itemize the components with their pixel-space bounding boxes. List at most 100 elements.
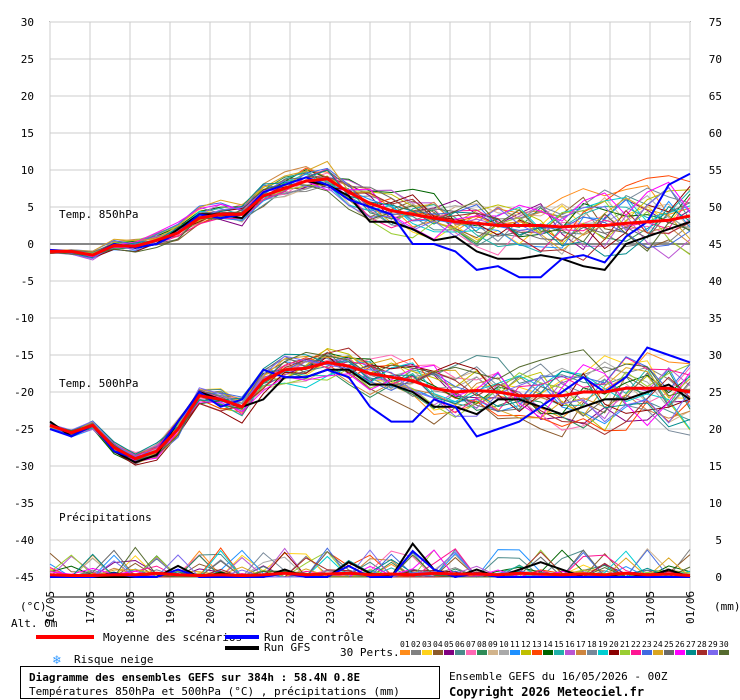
pert-swatch-22	[631, 650, 641, 655]
pert-number-16: 16	[565, 640, 575, 649]
x-tick-label: 17/05	[84, 591, 97, 624]
member-30-t850	[49, 183, 691, 256]
footer-subtitle: Températures 850hPa et 500hPa (°C) , pré…	[29, 685, 400, 698]
control-t850-line	[49, 172, 691, 279]
x-tick-label: 19/05	[164, 591, 177, 624]
left-tick-label: 10	[21, 164, 34, 177]
pert-number-27: 27	[686, 640, 696, 649]
pert-swatch-28	[697, 650, 707, 655]
mean-precip-line	[49, 571, 691, 578]
pert-number-17: 17	[576, 640, 586, 649]
left-tick-label: 30	[21, 16, 34, 29]
label-temp-850: Temp. 850hPa	[59, 208, 138, 221]
right-tick-label: 50	[709, 201, 722, 214]
ensemble-date: Ensemble GEFS du 16/05/2026 - 00Z	[449, 670, 668, 683]
pert-number-22: 22	[631, 640, 641, 649]
pert-number-28: 28	[697, 640, 707, 649]
pert-number-15: 15	[554, 640, 564, 649]
x-tick-label: 20/05	[204, 591, 217, 624]
footer-title: Diagramme des ensembles GEFS sur 384h : …	[29, 671, 361, 684]
pert-number-23: 23	[642, 640, 652, 649]
pert-swatch-03	[422, 650, 432, 655]
pert-number-11: 11	[510, 640, 520, 649]
pert-swatch-20	[609, 650, 619, 655]
left-tick-label: -15	[14, 349, 34, 362]
pert-number-19: 19	[598, 640, 608, 649]
pert-swatch-19	[598, 650, 608, 655]
pert-number-07: 07	[466, 640, 476, 649]
pert-number-25: 25	[664, 640, 674, 649]
pert-swatch-18	[587, 650, 597, 655]
pert-number-02: 02	[411, 640, 421, 649]
right-tick-label: 35	[709, 312, 722, 325]
left-tick-label: -35	[14, 497, 34, 510]
pert-swatch-05	[444, 650, 454, 655]
gfs-t500-line	[49, 368, 691, 464]
pert-swatch-09	[488, 650, 498, 655]
pert-swatch-16	[565, 650, 575, 655]
main-series	[49, 172, 691, 579]
x-tick-label: 22/05	[284, 591, 297, 624]
pert-number-10: 10	[499, 640, 509, 649]
altitude-label: Alt. 0m	[11, 617, 58, 630]
right-tick-label: 60	[709, 127, 722, 140]
pert-swatch-29	[708, 650, 718, 655]
x-tick-label: 26/05	[444, 591, 457, 624]
right-tick-label: 55	[709, 164, 722, 177]
pert-swatch-11	[510, 650, 520, 655]
left-tick-label: 15	[21, 127, 34, 140]
right-tick-label: 5	[715, 534, 722, 547]
pert-number-05: 05	[444, 640, 454, 649]
pert-number-20: 20	[609, 640, 619, 649]
left-axis-ticks: 30 25 20 15 10 5 0 -5 -10 -15 -20 -25 -30 -35 -40 -45	[14, 16, 34, 584]
pert-number-26: 26	[675, 640, 685, 649]
member-16-t850	[49, 176, 691, 261]
left-tick-label: -10	[14, 312, 34, 325]
x-tick-label: 31/05	[644, 591, 657, 624]
pert-number-14: 14	[543, 640, 553, 649]
right-tick-label: 0	[715, 571, 722, 584]
pert-swatch-04	[433, 650, 443, 655]
control-precip-line	[50, 549, 690, 579]
member-21-precip	[49, 549, 691, 578]
legend-mean-label: Moyenne des scénarios	[103, 631, 242, 644]
right-tick-label: 40	[709, 275, 722, 288]
legend-gfs-label: Run GFS	[264, 641, 310, 654]
pert-number-06: 06	[455, 640, 465, 649]
pert-number-29: 29	[708, 640, 718, 649]
right-tick-label: 45	[709, 238, 722, 251]
legend-control-label: Run de contrôle	[264, 631, 363, 644]
pert-number-30: 30	[719, 640, 729, 649]
x-tick-label: 30/05	[604, 591, 617, 624]
x-tick-label: 16/05	[44, 591, 57, 624]
left-tick-label: -40	[14, 534, 34, 547]
member-23-t850	[49, 167, 691, 252]
mean-t850-line	[50, 177, 691, 257]
pert-number-18: 18	[587, 640, 597, 649]
left-tick-label: 0	[27, 238, 34, 251]
x-tick-label: 28/05	[524, 591, 537, 624]
right-tick-label: 70	[709, 53, 722, 66]
left-tick-label: -30	[14, 460, 34, 473]
pert-swatch-25	[664, 650, 674, 655]
pert-swatch-01	[400, 650, 410, 655]
right-tick-label: 25	[709, 386, 722, 399]
pert-number-12: 12	[521, 640, 531, 649]
left-tick-label: 5	[27, 201, 34, 214]
left-tick-label: -20	[14, 386, 34, 399]
mean-t500-line	[49, 360, 691, 461]
pert-number-08: 08	[477, 640, 487, 649]
right-tick-label: 65	[709, 90, 722, 103]
pert-swatch-26	[675, 650, 685, 655]
label-temp-500: Temp. 500hPa	[59, 377, 138, 390]
x-tick-label: 01/06	[684, 591, 697, 624]
pert-number-09: 09	[488, 640, 498, 649]
x-tick-label: 24/05	[364, 591, 377, 624]
pert-swatch-08	[477, 650, 487, 655]
footer-box: Diagramme des ensembles GEFS sur 384h : …	[20, 666, 440, 699]
x-axis-ticks: 16/05 17/05 18/05 19/05 20/05 21/05 22/05 23/05…	[44, 591, 697, 624]
member-26-t850	[49, 180, 691, 258]
right-tick-label: 75	[709, 16, 722, 29]
